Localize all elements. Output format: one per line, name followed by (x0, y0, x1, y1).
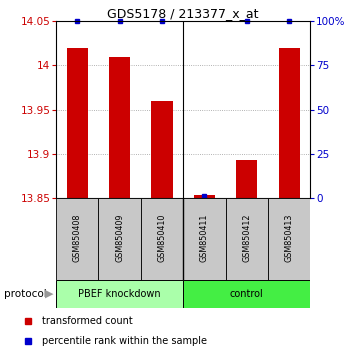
Bar (141, 198, 183, 280)
Text: percentile rank within the sample: percentile rank within the sample (42, 336, 206, 346)
Bar (56, 280, 183, 308)
Bar (268, 198, 310, 280)
Text: GSM850409: GSM850409 (115, 213, 124, 262)
Bar (183, 280, 310, 308)
Text: protocol: protocol (4, 289, 46, 299)
Bar (279, 48, 300, 198)
Bar (109, 57, 130, 198)
Text: GSM850413: GSM850413 (285, 213, 294, 262)
Text: GSM850410: GSM850410 (157, 213, 166, 262)
Title: GDS5178 / 213377_x_at: GDS5178 / 213377_x_at (108, 7, 259, 20)
Bar (56, 198, 98, 280)
Bar (66, 48, 88, 198)
Text: GSM850411: GSM850411 (200, 213, 209, 262)
Text: ▶: ▶ (45, 289, 54, 299)
Bar (236, 160, 257, 198)
Text: GSM850412: GSM850412 (242, 213, 251, 262)
Text: control: control (230, 289, 264, 299)
Bar (194, 195, 215, 198)
Text: transformed count: transformed count (42, 316, 132, 326)
Text: GSM850408: GSM850408 (73, 213, 82, 262)
Bar (226, 198, 268, 280)
Text: PBEF knockdown: PBEF knockdown (78, 289, 161, 299)
Bar (151, 101, 173, 198)
Bar (183, 198, 226, 280)
Bar (98, 198, 141, 280)
